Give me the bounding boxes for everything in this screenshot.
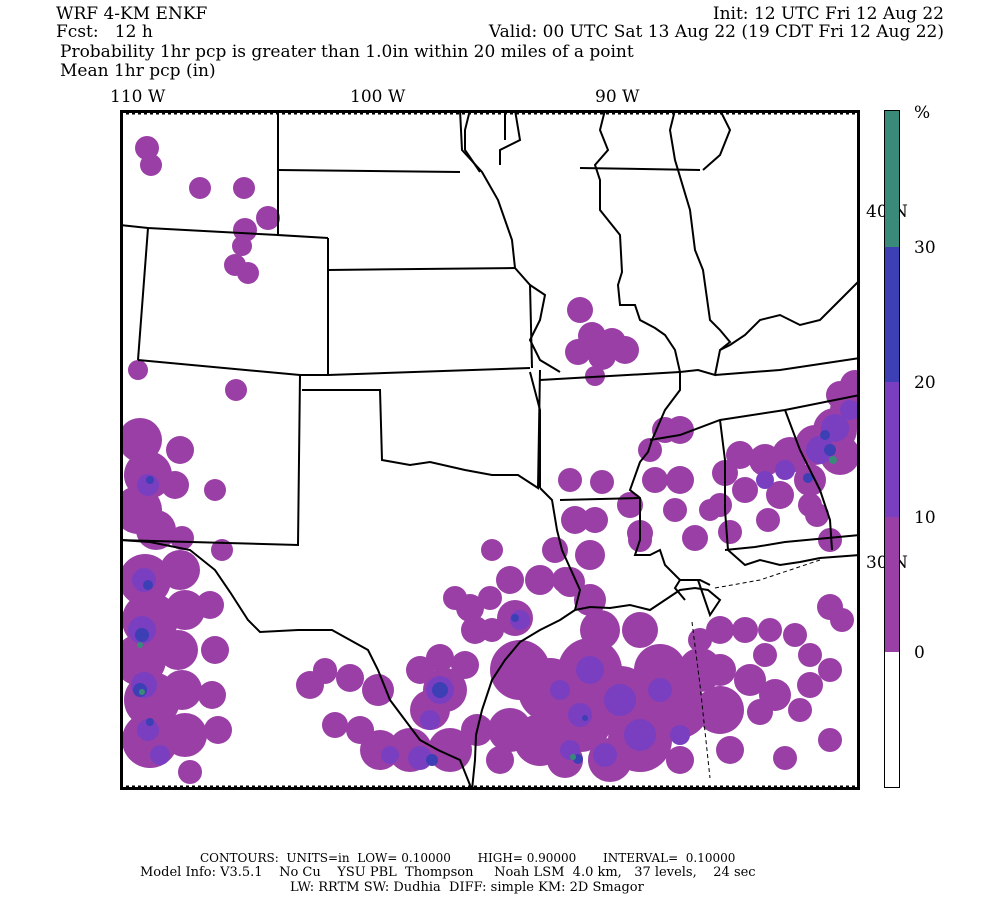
colorbar-bin-10-20: [885, 382, 899, 517]
offshore-boundaries: [691, 559, 821, 779]
init-time: Init: 12 UTC Fri 12 Aug 22: [712, 4, 944, 24]
model-name: WRF 4-KM ENKF: [56, 4, 208, 24]
model-info: Model Info: V3.5.1 No Cu YSU PBL Thompso…: [140, 865, 756, 880]
colorbar-bin-20-30: [885, 247, 899, 382]
colorbar: [884, 110, 900, 788]
colorbar-tick-20: 20: [914, 373, 936, 393]
map-svg: [120, 110, 860, 790]
coastline: [471, 549, 860, 790]
forecast-hour: Fcst: 12 h: [56, 22, 153, 42]
map-panel: [120, 110, 860, 790]
plot-title: Probability 1hr pcp is greater than 1.0i…: [60, 42, 634, 62]
colorbar-unit: %: [914, 103, 931, 123]
plot-subtitle: Mean 1hr pcp (in): [60, 61, 216, 81]
colorbar-bin-below-0: [885, 652, 899, 787]
colorbar-bin-0-10: [885, 517, 899, 652]
colorbar-bin-30plus: [885, 111, 899, 247]
lon-label-90w: 90 W: [595, 87, 640, 107]
colorbar-tick-30: 30: [914, 238, 936, 258]
lon-label-100w: 100 W: [350, 87, 406, 107]
map-tick-border: [121, 111, 859, 789]
colorbar-tick-0: 0: [914, 643, 925, 663]
contour-info: CONTOURS: UNITS=in LOW= 0.10000 HIGH= 0.…: [200, 851, 736, 865]
colorbar-tick-10: 10: [914, 508, 936, 528]
state-boundaries: [120, 110, 860, 790]
physics-info: LW: RRTM SW: Dudhia DIFF: simple KM: 2D …: [290, 880, 644, 895]
lon-label-110w: 110 W: [110, 87, 166, 107]
valid-time: Valid: 00 UTC Sat 13 Aug 22 (19 CDT Fri …: [488, 22, 944, 42]
probability-field: [120, 136, 860, 784]
